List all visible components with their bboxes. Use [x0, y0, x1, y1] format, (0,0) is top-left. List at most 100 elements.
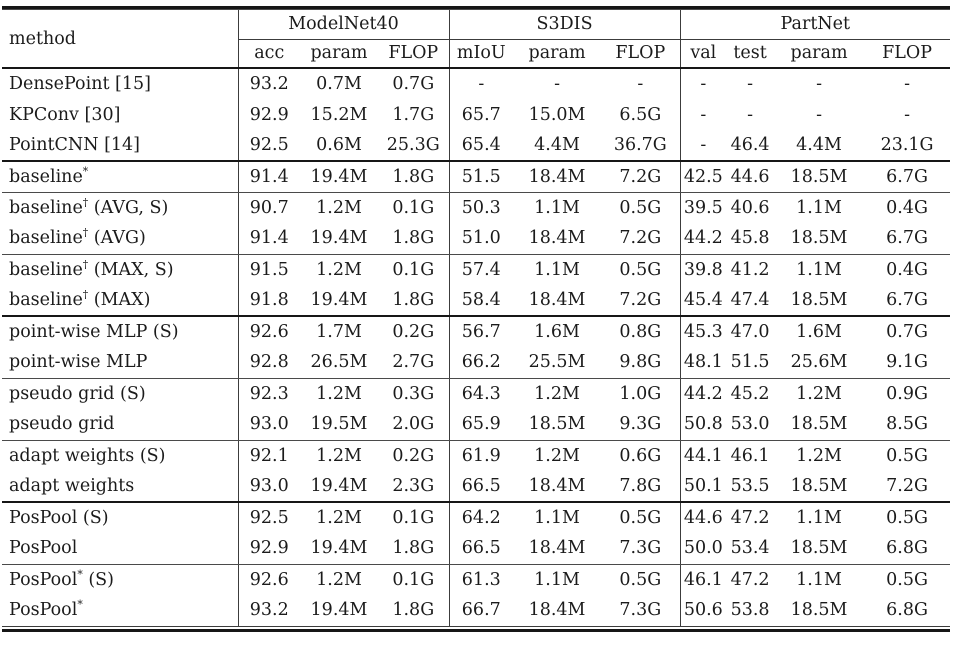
data-cell: 66.2 — [449, 347, 514, 379]
data-cell: 0.5G — [601, 564, 681, 595]
data-cell: 19.4M — [300, 223, 378, 255]
data-cell: 18.4M — [513, 533, 602, 565]
method-cell: point-wise MLP — [2, 347, 239, 379]
data-cell: 93.0 — [238, 409, 300, 441]
data-cell: 1.1M — [534, 569, 580, 590]
col-header-param-partnet: param — [774, 39, 865, 69]
data-cell: 1.2M — [316, 383, 362, 404]
data-cell: 18.4M — [513, 161, 602, 193]
data-cell: 0.9G — [886, 383, 928, 404]
bottom-rule — [2, 627, 950, 632]
method-cell: DensePoint [15] — [2, 68, 239, 99]
data-cell: 0.6M — [300, 130, 378, 162]
data-cell: 47.2 — [730, 569, 770, 590]
data-cell: 41.2 — [730, 259, 770, 280]
data-cell: 1.1M — [796, 259, 842, 280]
data-cell: 0.5G — [886, 445, 928, 466]
data-cell: 42.5 — [680, 161, 727, 193]
data-cell: 50.6 — [680, 595, 727, 627]
data-cell: 0.3G — [378, 378, 450, 409]
method-cell: PosPool* — [2, 595, 239, 627]
data-cell: 25.5M — [513, 347, 602, 379]
method-cell: adapt weights (S) — [2, 440, 239, 471]
table-row: point-wise MLP (S) 92.6 1.7M 0.2G 56.7 1.6M 0.… — [2, 316, 950, 347]
data-cell: 53.5 — [726, 471, 775, 503]
data-cell: 18.4M — [513, 595, 602, 627]
table-row: pseudo grid 93.0 19.5M 2.0G 65.9 18.5M 9.3G 50.… — [2, 409, 951, 441]
data-cell: 0.8G — [601, 316, 681, 347]
data-cell: 18.5M — [774, 471, 865, 503]
table-row: baseline† (AVG, S) 90.7 1.2M 0.1G 50.3 1.1M 0.… — [2, 192, 950, 223]
data-cell: 1.8G — [378, 595, 450, 627]
data-cell: 7.2G — [601, 223, 681, 255]
data-cell: 6.7G — [864, 223, 951, 255]
data-cell: 2.3G — [378, 471, 450, 503]
data-cell: 4.4M — [774, 130, 865, 162]
table-row: PosPool* (S) 92.6 1.2M 0.1G 61.3 1.1M 0.5G 46.1… — [2, 564, 950, 595]
data-cell: 18.5M — [774, 285, 865, 317]
data-cell: 7.2G — [864, 471, 951, 503]
data-cell: 15.2M — [310, 104, 368, 125]
data-cell: 0.5G — [601, 192, 681, 223]
data-cell: 45.3 — [683, 322, 723, 342]
data-cell: 93.2 — [249, 74, 289, 94]
data-cell: 48.1 — [680, 347, 727, 379]
data-cell: 91.4 — [238, 161, 300, 193]
data-cell: 1.1M — [796, 197, 842, 218]
data-cell: 1.2M — [316, 445, 362, 466]
table-row: pseudo grid (S) 92.3 1.2M 0.3G 64.3 1.2M 1.0G 4… — [2, 378, 950, 409]
data-cell: 18.4M — [513, 223, 602, 255]
data-cell: 26.5M — [300, 347, 378, 379]
table-body: DensePoint [15] 93.2 0.7M 0.7G - - - - - - - KPConv… — [2, 68, 951, 627]
data-cell: 8.5G — [864, 409, 951, 441]
data-cell: 53.8 — [726, 595, 775, 627]
data-cell: 50.1 — [680, 471, 727, 503]
data-cell: 7.2G — [601, 161, 681, 193]
method-cell: pseudo grid (S) — [2, 378, 239, 409]
data-cell: 19.4M — [300, 285, 378, 317]
data-cell: 39.5 — [683, 197, 723, 218]
data-cell: 1.1M — [534, 197, 580, 218]
data-cell: 0.5G — [601, 254, 681, 285]
data-cell: - — [680, 130, 727, 162]
data-cell: 23.1G — [864, 130, 951, 162]
data-cell: 44.6 — [726, 161, 775, 193]
data-cell: 0.5G — [601, 502, 681, 533]
data-cell: 64.2 — [461, 508, 501, 528]
data-cell: 1.6M — [534, 322, 580, 342]
data-cell: - — [904, 74, 911, 94]
table-row: PosPool* 93.2 19.4M 1.8G 66.7 18.4M 7.3G 50.6 53… — [2, 595, 951, 627]
table-header: method ModelNet40 S3DIS PartNet acc para… — [2, 10, 951, 69]
data-cell: 1.8G — [378, 533, 450, 565]
method-cell: baseline† (MAX, S) — [2, 254, 239, 285]
data-cell: 45.8 — [726, 223, 775, 255]
data-cell: - — [601, 68, 681, 99]
data-cell: 1.8G — [378, 161, 450, 193]
data-cell: 1.2M — [316, 259, 362, 280]
data-cell: 44.6 — [683, 508, 723, 528]
data-cell: 1.2M — [316, 508, 362, 528]
data-cell: 0.7G — [378, 68, 450, 99]
group-header-partnet: PartNet — [680, 10, 951, 40]
data-cell: 46.4 — [726, 130, 775, 162]
method-cell: PosPool — [2, 533, 239, 565]
data-cell: 0.1G — [378, 564, 450, 595]
method-cell: baseline† (AVG, S) — [2, 192, 239, 223]
data-cell: 92.9 — [238, 533, 300, 565]
data-cell: 92.5 — [238, 130, 300, 162]
table-row: baseline* 91.4 19.4M 1.8G 51.5 18.4M 7.2G 42.5 4… — [2, 161, 951, 193]
method-column-header: method — [2, 10, 239, 69]
table-row: DensePoint [15] 93.2 0.7M 0.7G - - - - - - - — [2, 68, 950, 99]
data-cell: - — [700, 74, 707, 94]
data-cell: 50.0 — [680, 533, 727, 565]
data-cell: 1.7G — [378, 99, 450, 130]
table-row: KPConv [30] 92.9 15.2M 1.7G 65.7 15.0M 6.5G - - -… — [2, 99, 950, 130]
data-cell: 92.1 — [249, 445, 289, 466]
data-cell: 9.3G — [601, 409, 681, 441]
method-cell: baseline* — [2, 161, 239, 193]
data-cell: 93.2 — [238, 595, 300, 627]
data-cell: 92.5 — [249, 508, 289, 528]
data-cell: 1.1M — [534, 259, 580, 280]
data-cell: 2.0G — [378, 409, 450, 441]
col-header-flop-partnet: FLOP — [864, 39, 951, 69]
